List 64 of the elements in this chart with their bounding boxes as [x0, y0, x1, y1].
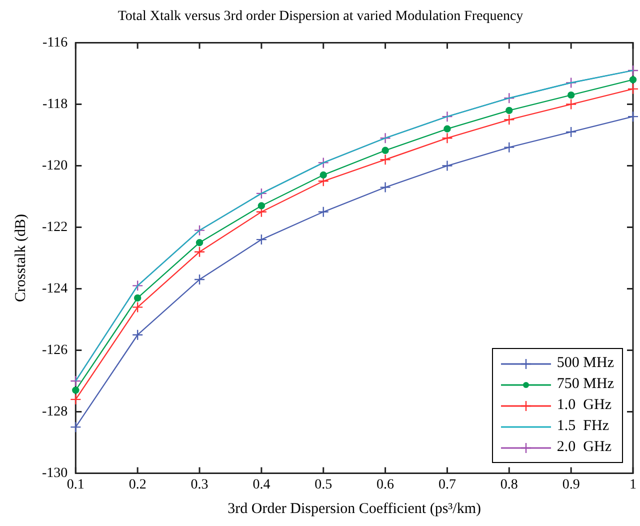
legend-label: 1.0 GHz: [556, 396, 612, 416]
legend-label: 750 MHz: [556, 375, 614, 394]
point: [72, 386, 80, 394]
x-axis-title: 3rd Order Dispersion Coefficient (ps³/km): [228, 500, 482, 517]
point: [70, 394, 82, 406]
point: [194, 246, 206, 258]
x-tick-label: 0.6: [376, 477, 394, 492]
point: [565, 126, 577, 138]
x-tick-label: 0.3: [190, 477, 208, 492]
legend-label: 2.0 GHz: [556, 438, 612, 458]
point: [70, 421, 82, 433]
point: [196, 239, 204, 246]
x-tick-label: 1: [630, 477, 636, 492]
y-tick-label: -124: [42, 281, 68, 296]
point: [442, 160, 453, 172]
point: [132, 280, 144, 292]
point: [134, 294, 142, 302]
point: [627, 64, 639, 76]
point: [132, 329, 144, 340]
x-tick-label: 0.5: [314, 477, 332, 492]
point: [380, 132, 391, 144]
point: [256, 188, 268, 200]
y-axis-title: Crosstalk (dB): [12, 214, 29, 302]
point: [380, 154, 391, 166]
y-tick-label: -126: [42, 342, 68, 358]
y-tick-label: -116: [42, 35, 68, 50]
point: [194, 224, 206, 236]
y-tick-label: -130: [42, 466, 68, 481]
point: [627, 83, 639, 95]
point: [318, 206, 329, 218]
point: [627, 110, 639, 122]
point: [565, 98, 577, 110]
chart-title: Total Xtalk versus 3rd order Dispersion at varied Modulation Frequency: [118, 9, 524, 24]
x-tick-label: 0.8: [500, 477, 518, 492]
x-tick-label: 0.1: [66, 477, 84, 492]
legend-label: 1.5 FHz: [556, 417, 610, 436]
x-tick-label: 0.2: [128, 477, 146, 492]
point: [382, 146, 389, 154]
point: [565, 77, 577, 88]
x-tick-label: 0.7: [438, 477, 456, 492]
y-tick-label: -118: [42, 96, 68, 112]
point: [567, 91, 575, 99]
point: [444, 125, 451, 132]
y-tick-label: -122: [42, 220, 68, 235]
point: [258, 202, 266, 210]
point: [442, 110, 453, 122]
legend-label: 500 MHz: [556, 354, 614, 374]
point: [320, 171, 327, 179]
point: [504, 92, 515, 104]
point: [132, 302, 144, 313]
point: [194, 274, 206, 286]
point: [504, 142, 515, 153]
point: [70, 375, 82, 387]
point: [506, 106, 513, 114]
x-tick-label: 0.9: [562, 477, 580, 492]
point: [318, 157, 329, 168]
y-tick-label: -128: [42, 404, 68, 420]
point: [380, 182, 391, 193]
y-tick-label: -120: [42, 158, 68, 174]
x-tick-label: 0.4: [252, 477, 270, 492]
point: [629, 76, 637, 84]
point: [504, 114, 515, 126]
point: [442, 132, 453, 144]
point: [256, 234, 268, 246]
